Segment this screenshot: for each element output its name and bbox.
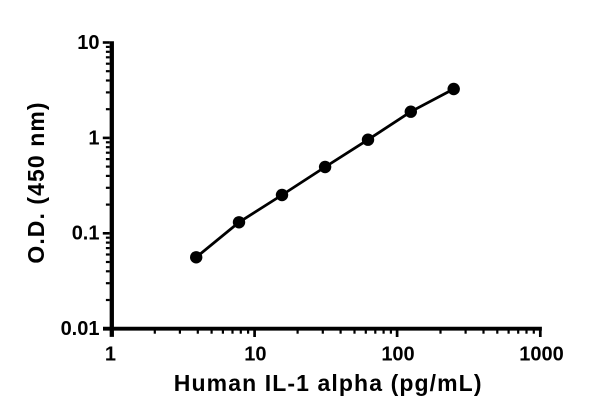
- svg-text:0.1: 0.1: [72, 223, 100, 245]
- svg-text:O.D. (450 nm): O.D. (450 nm): [23, 101, 49, 263]
- svg-text:10: 10: [77, 32, 99, 54]
- svg-text:0.01: 0.01: [61, 318, 100, 340]
- svg-text:1: 1: [88, 127, 99, 149]
- svg-text:100: 100: [381, 343, 414, 365]
- svg-text:1: 1: [105, 343, 116, 365]
- svg-text:1000: 1000: [519, 343, 564, 365]
- svg-text:Human IL-1 alpha (pg/mL): Human IL-1 alpha (pg/mL): [174, 370, 483, 396]
- svg-text:10: 10: [244, 343, 266, 365]
